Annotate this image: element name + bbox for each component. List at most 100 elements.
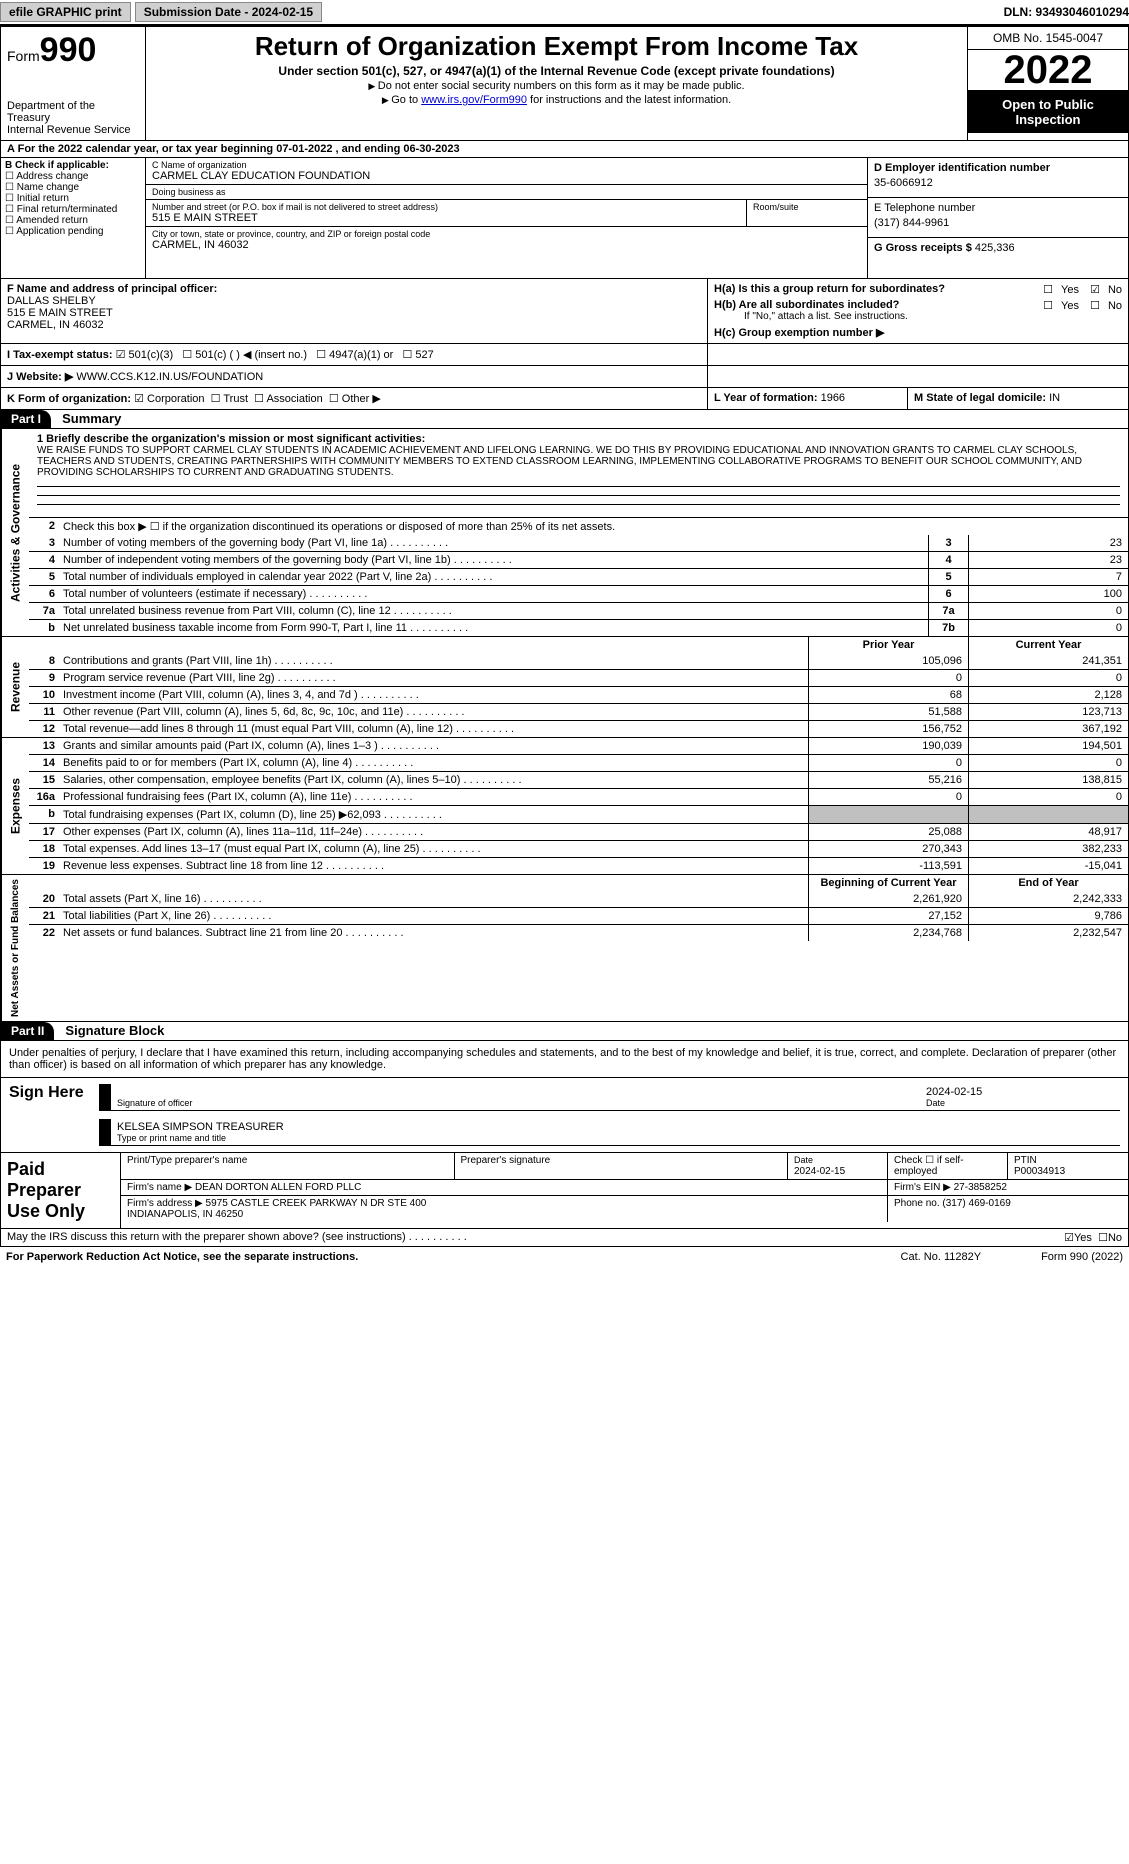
vlabel-net-assets: Net Assets or Fund Balances [1, 875, 29, 1021]
tax-status-label: I Tax-exempt status: [7, 349, 113, 361]
website-value: WWW.CCS.K12.IN.US/FOUNDATION [76, 371, 263, 383]
officer-addr1: 515 E MAIN STREET [7, 307, 113, 319]
form-foot: Form 990 (2022) [1041, 1251, 1123, 1263]
declaration-text: Under penalties of perjury, I declare th… [9, 1047, 1116, 1071]
ha-no[interactable] [1090, 284, 1100, 296]
hdr-current-year: Current Year [968, 637, 1128, 653]
chk-final-return[interactable]: Final return/terminated [5, 204, 141, 215]
form-title: Return of Organization Exempt From Incom… [150, 31, 963, 62]
hb-yes[interactable] [1043, 300, 1053, 312]
city-label: City or town, state or province, country… [152, 229, 861, 239]
entity-info-grid: B Check if applicable: Address change Na… [0, 158, 1129, 279]
officer-addr2: CARMEL, IN 46032 [7, 319, 104, 331]
row-a-calendar-year: A For the 2022 calendar year, or tax yea… [0, 141, 1129, 158]
sign-here-label: Sign Here [9, 1084, 99, 1146]
discuss-row: May the IRS discuss this return with the… [0, 1229, 1129, 1247]
chk-name-change[interactable]: Name change [5, 182, 141, 193]
pp-name-label: Print/Type preparer's name [121, 1153, 455, 1179]
chk-trust[interactable]: Trust [211, 393, 248, 405]
ha-yes[interactable] [1043, 284, 1053, 296]
phone-label: E Telephone number [874, 202, 975, 214]
room-label: Room/suite [753, 202, 861, 212]
firm-ein: 27-3858252 [954, 1182, 1007, 1193]
ein-label: D Employer identification number [874, 162, 1050, 174]
hdr-end-year: End of Year [968, 875, 1128, 891]
officer-name: DALLAS SHELBY [7, 295, 96, 307]
irs-label: Internal Revenue Service [7, 124, 139, 136]
chk-4947[interactable]: 4947(a)(1) or [316, 349, 393, 361]
firm-phone: (317) 469-0169 [942, 1198, 1010, 1209]
goto-note: Go to www.irs.gov/Form990 for instructio… [150, 94, 963, 106]
submission-date-button[interactable]: Submission Date - 2024-02-15 [135, 2, 322, 22]
pp-sig-label: Preparer's signature [455, 1153, 789, 1179]
hb-label: H(b) Are all subordinates included? [714, 299, 899, 311]
gross-value: 425,336 [975, 242, 1015, 254]
discuss-no[interactable] [1098, 1232, 1108, 1244]
discuss-yes[interactable] [1064, 1232, 1074, 1244]
chk-other[interactable]: Other ▶ [329, 393, 381, 405]
officer-label: F Name and address of principal officer: [7, 283, 217, 295]
gross-label: G Gross receipts $ [874, 242, 972, 254]
pp-date: 2024-02-15 [794, 1166, 845, 1177]
chk-association[interactable]: Association [254, 393, 323, 405]
section-net-assets: Net Assets or Fund Balances Beginning of… [0, 875, 1129, 1022]
row-klm: K Form of organization: Corporation Trus… [0, 388, 1129, 410]
mission-label: 1 Briefly describe the organization's mi… [37, 433, 425, 445]
pp-self-employed[interactable]: Check ☐ if self-employed [888, 1153, 1008, 1179]
dba-label: Doing business as [152, 187, 861, 197]
row-f-h: F Name and address of principal officer:… [0, 279, 1129, 344]
vlabel-governance: Activities & Governance [1, 429, 29, 636]
tax-year: 2022 [968, 50, 1128, 91]
part-ii-title: Signature Block [57, 1020, 172, 1041]
domicile-value: IN [1049, 392, 1060, 404]
efile-print-button[interactable]: efile GRAPHIC print [0, 2, 131, 22]
section-expenses: Expenses 13Grants and similar amounts pa… [0, 738, 1129, 875]
col-d-ids: D Employer identification number 35-6066… [868, 158, 1128, 278]
form-header: Form990 Department of the Treasury Inter… [0, 26, 1129, 141]
chk-address-change[interactable]: Address change [5, 171, 141, 182]
sig-officer-label: Signature of officer [117, 1098, 914, 1108]
ha-label: H(a) Is this a group return for subordin… [714, 283, 945, 295]
omb-number: OMB No. 1545-0047 [968, 27, 1128, 50]
hb-no[interactable] [1090, 300, 1100, 312]
chk-amended-return[interactable]: Amended return [5, 215, 141, 226]
website-label: J Website: ▶ [7, 371, 73, 383]
hb-note: If "No," attach a list. See instructions… [744, 311, 1122, 322]
year-formation: 1966 [821, 392, 845, 404]
paperwork-notice: For Paperwork Reduction Act Notice, see … [6, 1251, 901, 1263]
chk-corporation[interactable]: Corporation [134, 393, 204, 405]
part-ii-header: Part II [1, 1022, 54, 1040]
street-value: 515 E MAIN STREET [152, 212, 740, 224]
hdr-prior-year: Prior Year [808, 637, 968, 653]
top-bar: efile GRAPHIC print Submission Date - 20… [0, 0, 1129, 26]
chk-527[interactable]: 527 [403, 349, 434, 361]
ssn-note: Do not enter social security numbers on … [150, 80, 963, 92]
col-c-org-info: C Name of organization CARMEL CLAY EDUCA… [146, 158, 868, 278]
line-2: Check this box ▶ ☐ if the organization d… [59, 518, 1128, 535]
chk-initial-return[interactable]: Initial return [5, 193, 141, 204]
chk-501c[interactable]: 501(c) ( ) ◀ (insert no.) [182, 349, 307, 361]
chk-501c3[interactable]: 501(c)(3) [116, 349, 174, 361]
officer-name-title: KELSEA SIMPSON TREASURER [117, 1121, 284, 1133]
domicile-label: M State of legal domicile: [914, 392, 1046, 404]
year-formation-label: L Year of formation: [714, 392, 818, 404]
chk-application-pending[interactable]: Application pending [5, 226, 141, 237]
phone-value: (317) 844-9961 [874, 217, 1122, 229]
part-i-header: Part I [1, 410, 51, 428]
footer: For Paperwork Reduction Act Notice, see … [0, 1247, 1129, 1267]
paid-preparer-label: Paid Preparer Use Only [1, 1153, 121, 1228]
dept-treasury: Department of the Treasury [7, 100, 139, 124]
org-name-label: C Name of organization [152, 160, 861, 170]
irs-link[interactable]: www.irs.gov/Form990 [421, 94, 527, 106]
discuss-text: May the IRS discuss this return with the… [7, 1231, 1064, 1244]
city-value: CARMEL, IN 46032 [152, 239, 861, 251]
section-activities-governance: Activities & Governance 1 Briefly descri… [0, 429, 1129, 637]
open-public-badge: Open to Public Inspection [968, 91, 1128, 133]
form-subtitle: Under section 501(c), 527, or 4947(a)(1)… [150, 64, 963, 78]
hc-label: H(c) Group exemption number ▶ [714, 327, 884, 339]
firm-name: DEAN DORTON ALLEN FORD PLLC [195, 1182, 361, 1193]
ein-value: 35-6066912 [874, 177, 1122, 189]
paid-preparer-block: Paid Preparer Use Only Print/Type prepar… [0, 1153, 1129, 1229]
form-number: Form990 [7, 31, 139, 70]
sig-date: 2024-02-15 [926, 1086, 982, 1098]
